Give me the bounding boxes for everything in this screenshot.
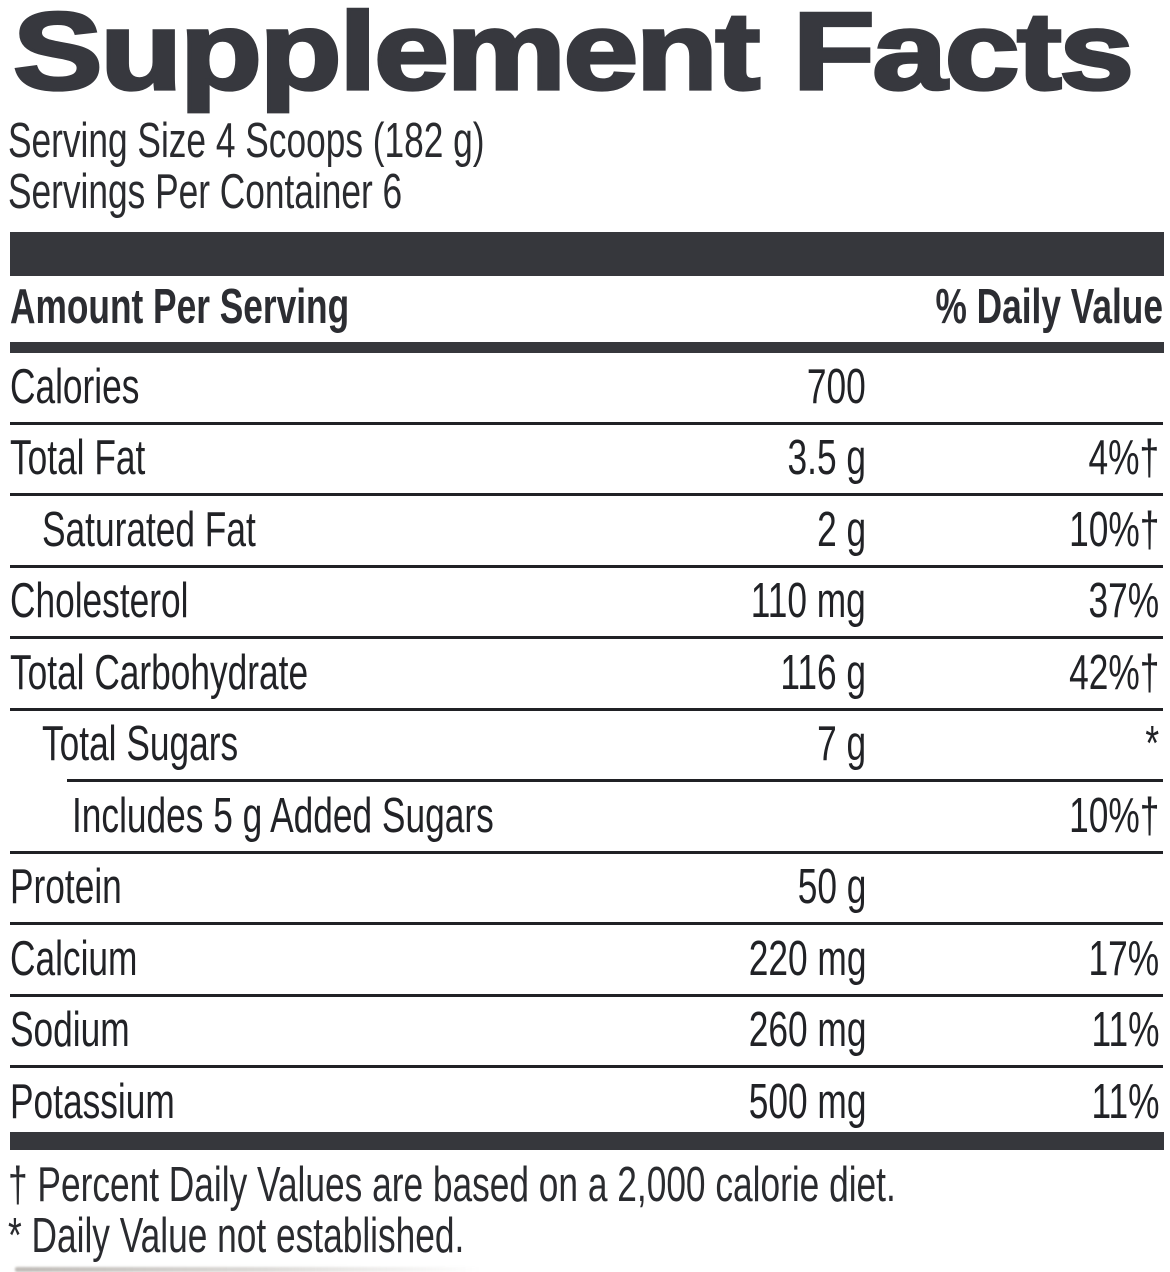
nutrient-name: Protein bbox=[10, 860, 122, 914]
nutrient-name: Sodium bbox=[10, 1003, 130, 1057]
nutrient-row: Calories 700 bbox=[10, 353, 1163, 425]
nutrient-name: Calories bbox=[10, 359, 140, 414]
nutrient-daily-value: 37% bbox=[1088, 574, 1159, 628]
footnote-not-established: * Daily Value not established. bbox=[8, 1209, 465, 1263]
nutrient-amount: 260 mg bbox=[748, 1003, 866, 1057]
header-divider bbox=[10, 342, 1164, 353]
nutrient-row: Calcium 220 mg 17% bbox=[10, 925, 1163, 997]
nutrient-row: Cholesterol 110 mg 37% bbox=[10, 568, 1163, 639]
nutrient-amount: 500 mg bbox=[748, 1074, 866, 1129]
nutrient-daily-value: 42%† bbox=[1068, 645, 1159, 700]
nutrient-amount: 3.5 g bbox=[787, 431, 866, 485]
nutrient-name: Total Fat bbox=[10, 431, 146, 485]
photo-edge-shadow bbox=[15, 1267, 480, 1272]
nutrient-daily-value: 17% bbox=[1088, 931, 1159, 986]
servings-per-container: Servings Per Container 6 bbox=[8, 165, 403, 219]
nutrient-name: Potassium bbox=[10, 1074, 175, 1129]
nutrient-amount: 2 g bbox=[816, 502, 866, 557]
nutrient-row: Total Sugars 7 g * bbox=[10, 711, 1163, 783]
nutrient-name: Total Sugars bbox=[42, 717, 239, 771]
amount-per-serving-header: Amount Per Serving bbox=[10, 280, 350, 334]
nutrient-daily-value: 10%† bbox=[1068, 788, 1159, 843]
nutrient-amount: 7 g bbox=[816, 717, 866, 771]
nutrient-amount: 220 mg bbox=[748, 931, 866, 986]
nutrient-row: Potassium 500 mg 11% bbox=[10, 1068, 1163, 1140]
nutrient-row: Sodium 260 mg 11% bbox=[10, 997, 1163, 1068]
nutrient-amount: 116 g bbox=[780, 645, 866, 700]
nutrient-row: Includes 5 g Added Sugars 10%† bbox=[10, 782, 1163, 854]
nutrient-daily-value: 11% bbox=[1091, 1074, 1159, 1129]
serving-size: Serving Size 4 Scoops (182 g) bbox=[8, 114, 485, 168]
daily-value-header: % Daily Value bbox=[935, 280, 1163, 334]
label-title: Supplement Facts bbox=[11, 0, 1136, 113]
nutrient-daily-value: 11% bbox=[1091, 1003, 1159, 1057]
thick-divider-top bbox=[10, 232, 1164, 276]
nutrient-name: Cholesterol bbox=[10, 574, 189, 628]
nutrient-amount: 700 bbox=[807, 359, 866, 414]
nutrient-row: Protein 50 g bbox=[10, 854, 1163, 925]
nutrient-amount: 110 mg bbox=[750, 574, 866, 628]
nutrient-daily-value: * bbox=[1145, 717, 1159, 771]
nutrient-daily-value: 4%† bbox=[1088, 431, 1159, 485]
nutrient-amount: 50 g bbox=[797, 860, 866, 914]
nutrient-row: Total Fat 3.5 g 4%† bbox=[10, 425, 1163, 496]
nutrient-row: Total Carbohydrate 116 g 42%† bbox=[10, 639, 1163, 711]
footnote-daily-values: † Percent Daily Values are based on a 2,… bbox=[8, 1158, 896, 1212]
thick-divider-bottom bbox=[10, 1132, 1164, 1150]
nutrient-table: Calories 700 Total Fat 3.5 g 4%† Saturat… bbox=[10, 353, 1163, 1140]
nutrient-name: Saturated Fat bbox=[42, 502, 256, 557]
nutrient-name: Includes 5 g Added Sugars bbox=[72, 788, 494, 843]
nutrient-name: Total Carbohydrate bbox=[10, 645, 309, 700]
nutrient-daily-value: 10%† bbox=[1068, 502, 1159, 557]
nutrient-row: Saturated Fat 2 g 10%† bbox=[10, 496, 1163, 568]
nutrient-name: Calcium bbox=[10, 931, 138, 986]
